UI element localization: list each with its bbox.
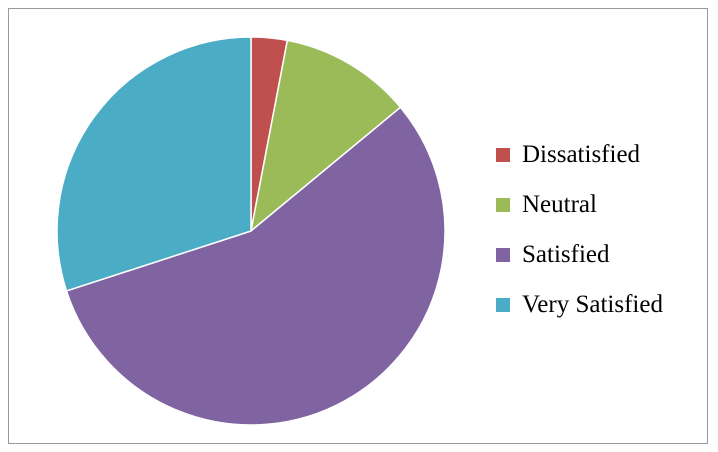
legend-label-dissatisfied: Dissatisfied xyxy=(522,141,641,168)
legend-item-satisfied: Satisfied xyxy=(496,230,663,280)
legend-swatch-neutral xyxy=(496,198,510,212)
legend-label-neutral: Neutral xyxy=(522,191,597,218)
legend-item-neutral: Neutral xyxy=(496,180,663,230)
legend-label-satisfied: Satisfied xyxy=(522,241,610,268)
pie-slice-very-satisfied xyxy=(56,36,252,292)
legend: Dissatisfied Neutral Satisfied Very Sati… xyxy=(496,130,663,330)
legend-swatch-satisfied xyxy=(496,248,510,262)
legend-label-very-satisfied: Very Satisfied xyxy=(522,291,663,318)
legend-item-dissatisfied: Dissatisfied xyxy=(496,130,663,180)
pie-slice-satisfied xyxy=(65,106,446,426)
legend-swatch-very-satisfied xyxy=(496,298,510,312)
legend-swatch-dissatisfied xyxy=(496,148,510,162)
pie-slice-neutral xyxy=(250,39,402,232)
legend-item-very-satisfied: Very Satisfied xyxy=(496,280,663,330)
